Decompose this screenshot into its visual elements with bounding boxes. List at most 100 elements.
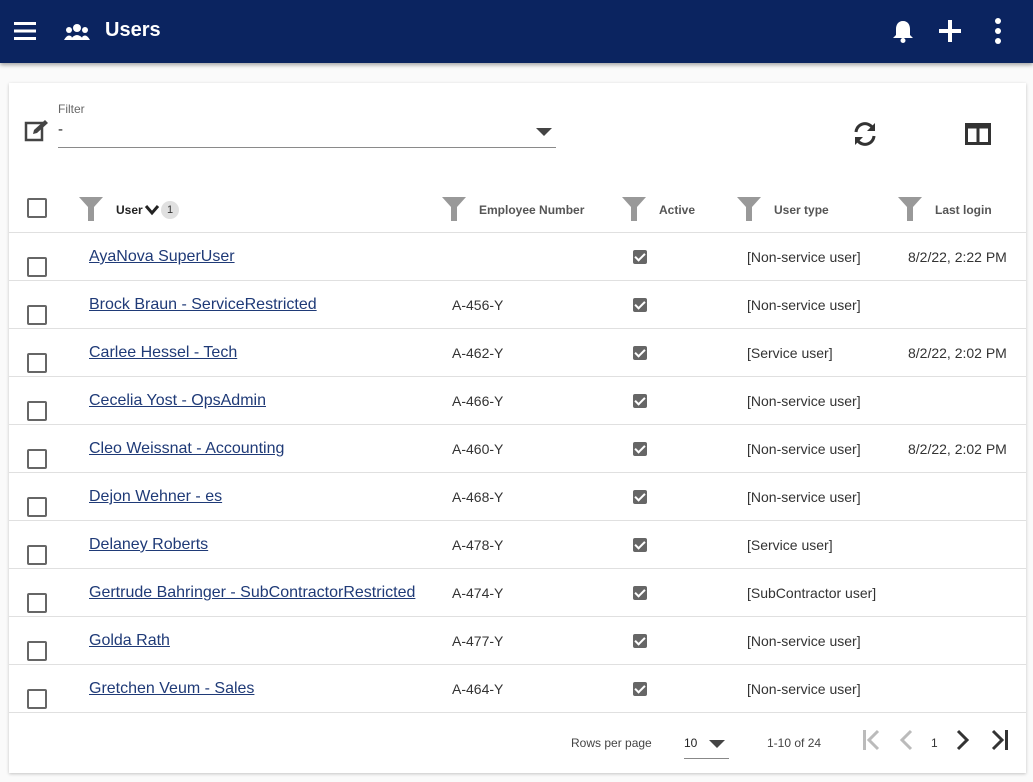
user-type: [Non-service user] — [747, 249, 861, 265]
last-login: 8/2/22, 2:02 PM — [908, 345, 1007, 361]
app-bar: Users — [0, 0, 1033, 63]
sort-order-badge: 1 — [161, 201, 179, 219]
user-type: [SubContractor user] — [747, 585, 877, 601]
table-row: Carlee Hessel - Tech A-462-Y [Service us… — [9, 329, 1026, 377]
row-checkbox[interactable] — [27, 257, 47, 277]
user-link[interactable]: Gertrude Bahringer - SubContractorRestri… — [89, 584, 416, 601]
first-page-icon[interactable] — [861, 729, 881, 756]
table-row: Delaney Roberts A-478-Y [Service user] — [9, 521, 1026, 569]
user-link[interactable]: Cleo Weissnat - Accounting — [89, 440, 285, 457]
active-checkbox — [633, 346, 647, 360]
rows-per-page-select[interactable]: 10 — [684, 736, 698, 750]
edit-icon[interactable] — [24, 119, 50, 148]
last-login: 8/2/22, 2:22 PM — [908, 249, 1007, 265]
user-link[interactable]: Gretchen Veum - Sales — [89, 680, 255, 697]
menu-icon[interactable] — [12, 18, 38, 44]
current-page: 1 — [931, 736, 938, 750]
table-row: Cleo Weissnat - Accounting A-460-Y [Non-… — [9, 425, 1026, 473]
user-type: [Non-service user] — [747, 681, 861, 697]
active-checkbox — [633, 682, 647, 696]
user-link[interactable]: Brock Braun - ServiceRestricted — [89, 296, 317, 313]
user-link[interactable]: Golda Rath — [89, 632, 170, 649]
active-checkbox — [633, 298, 647, 312]
pagination-footer: Rows per page 10 1-10 of 24 1 — [9, 713, 1026, 773]
more-vert-icon[interactable] — [985, 17, 1011, 45]
active-checkbox — [633, 442, 647, 456]
filter-last-login-icon[interactable] — [898, 197, 922, 226]
user-link[interactable]: Cecelia Yost - OpsAdmin — [89, 392, 266, 409]
row-checkbox[interactable] — [27, 497, 47, 517]
filter-label: Filter — [58, 102, 85, 116]
row-checkbox[interactable] — [27, 689, 47, 709]
active-checkbox — [633, 586, 647, 600]
header-user[interactable]: User — [116, 203, 143, 217]
columns-icon[interactable] — [965, 123, 991, 150]
rows-per-page-underline — [684, 758, 729, 759]
table-row: Gretchen Veum - Sales A-464-Y [Non-servi… — [9, 665, 1026, 713]
users-card: Filter - User 1 Employee Number Active U… — [9, 83, 1026, 773]
active-checkbox — [633, 394, 647, 408]
header-user-type[interactable]: User type — [774, 203, 829, 217]
user-type: [Non-service user] — [747, 441, 861, 457]
page-range: 1-10 of 24 — [767, 736, 822, 750]
table-header: User 1 Employee Number Active User type … — [9, 185, 1026, 233]
filter-underline — [58, 147, 556, 148]
table-row: Cecelia Yost - OpsAdmin A-466-Y [Non-ser… — [9, 377, 1026, 425]
last-page-icon[interactable] — [990, 729, 1010, 756]
chevron-down-icon[interactable] — [536, 128, 552, 136]
header-last-login[interactable]: Last login — [935, 203, 992, 217]
employee-number: A-477-Y — [452, 633, 504, 649]
filter-employee-number-icon[interactable] — [442, 197, 466, 226]
employee-number: A-478-Y — [452, 537, 504, 553]
table-row: Brock Braun - ServiceRestricted A-456-Y … — [9, 281, 1026, 329]
header-employee-number[interactable]: Employee Number — [479, 203, 585, 217]
table-row: AyaNova SuperUser [Non-service user] 8/2… — [9, 233, 1026, 281]
user-type: [Non-service user] — [747, 489, 861, 505]
user-link[interactable]: Carlee Hessel - Tech — [89, 344, 238, 361]
header-active[interactable]: Active — [659, 203, 696, 217]
refresh-icon[interactable] — [851, 120, 879, 153]
table-row: Gertrude Bahringer - SubContractorRestri… — [9, 569, 1026, 617]
filter-select[interactable]: - — [58, 121, 63, 138]
table-row: Dejon Wehner - es A-468-Y [Non-service u… — [9, 473, 1026, 521]
user-type: [Non-service user] — [747, 633, 861, 649]
filter-user-icon[interactable] — [79, 197, 103, 226]
filter-active-icon[interactable] — [622, 197, 646, 226]
row-checkbox[interactable] — [27, 641, 47, 661]
user-type: [Service user] — [747, 345, 833, 361]
rows-per-page-label: Rows per page — [571, 736, 652, 750]
chevron-down-icon[interactable] — [144, 203, 160, 221]
bell-icon[interactable] — [890, 18, 916, 44]
active-checkbox — [633, 538, 647, 552]
employee-number: A-460-Y — [452, 441, 504, 457]
row-checkbox[interactable] — [27, 401, 47, 421]
row-checkbox[interactable] — [27, 305, 47, 325]
row-checkbox[interactable] — [27, 353, 47, 373]
row-checkbox[interactable] — [27, 449, 47, 469]
active-checkbox — [633, 634, 647, 648]
user-type: [Non-service user] — [747, 393, 861, 409]
user-type: [Non-service user] — [747, 297, 861, 313]
table-row: Golda Rath A-477-Y [Non-service user] — [9, 617, 1026, 665]
previous-page-icon[interactable] — [898, 729, 914, 756]
user-link[interactable]: AyaNova SuperUser — [89, 248, 235, 265]
plus-icon[interactable] — [937, 18, 963, 44]
user-type: [Service user] — [747, 537, 833, 553]
last-login: 8/2/22, 2:02 PM — [908, 441, 1007, 457]
users-icon — [64, 22, 90, 42]
user-link[interactable]: Delaney Roberts — [89, 536, 209, 553]
employee-number: A-464-Y — [452, 681, 504, 697]
active-checkbox — [633, 250, 647, 264]
active-checkbox — [633, 490, 647, 504]
employee-number: A-462-Y — [452, 345, 504, 361]
select-all-checkbox[interactable] — [27, 198, 47, 218]
chevron-down-icon[interactable] — [709, 740, 725, 748]
user-link[interactable]: Dejon Wehner - es — [89, 488, 223, 505]
next-page-icon[interactable] — [955, 729, 971, 756]
row-checkbox[interactable] — [27, 593, 47, 613]
page-title: Users — [105, 19, 161, 41]
row-checkbox[interactable] — [27, 545, 47, 565]
filter-user-type-icon[interactable] — [737, 197, 761, 226]
employee-number: A-474-Y — [452, 585, 504, 601]
employee-number: A-456-Y — [452, 297, 504, 313]
